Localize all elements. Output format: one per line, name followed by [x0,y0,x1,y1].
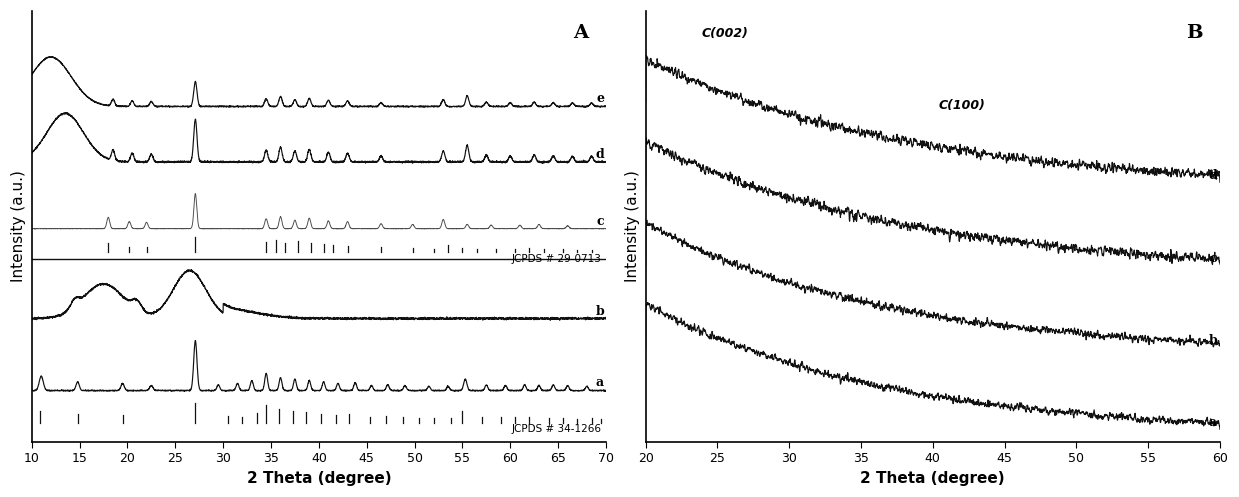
Text: c: c [596,215,605,228]
Text: C(002): C(002) [701,27,748,40]
Text: d: d [595,148,605,161]
Text: c: c [1209,251,1217,264]
Text: e: e [596,92,605,105]
Y-axis label: Intensity (a.u.): Intensity (a.u.) [11,170,26,282]
Text: JCPDS # 29-0713: JCPDS # 29-0713 [512,254,601,264]
Text: d: d [1208,169,1217,182]
Text: A: A [574,24,589,42]
Text: a: a [596,376,605,389]
X-axis label: 2 Theta (degree): 2 Theta (degree) [860,471,1005,486]
X-axis label: 2 Theta (degree): 2 Theta (degree) [247,471,392,486]
Text: JCPDS # 34-1266: JCPDS # 34-1266 [512,423,601,434]
Text: C(100): C(100) [938,99,985,112]
Text: b: b [595,305,605,318]
Text: a: a [1209,416,1217,429]
Y-axis label: Intensity (a.u.): Intensity (a.u.) [626,170,641,282]
Text: B: B [1186,24,1203,42]
Text: b: b [1208,334,1217,347]
